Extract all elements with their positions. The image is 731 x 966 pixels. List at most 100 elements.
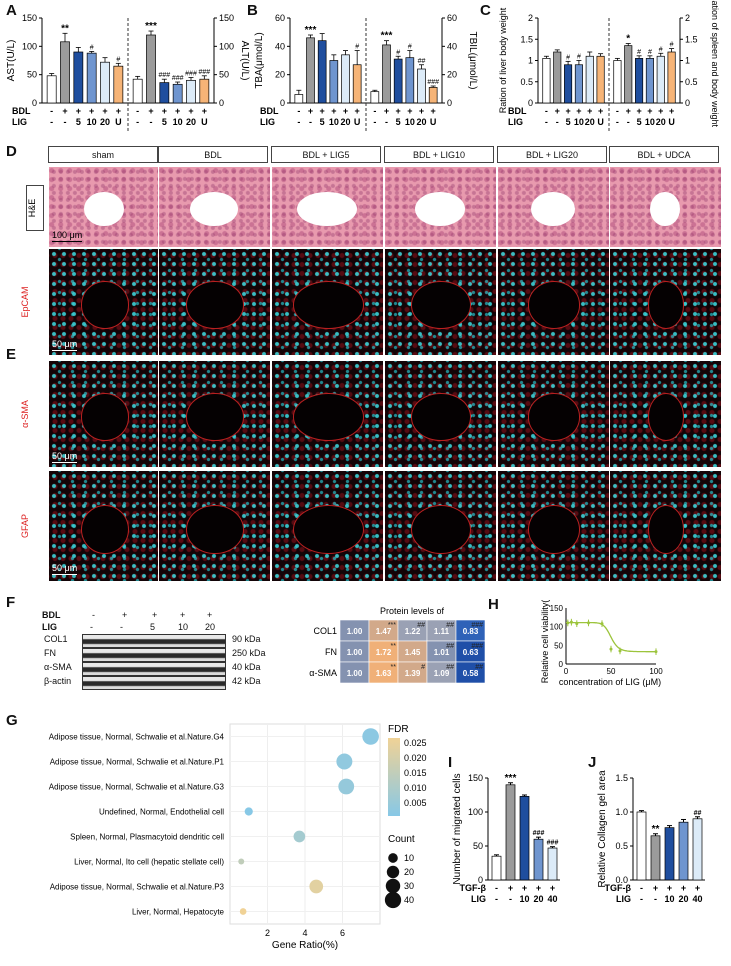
micrograph-image xyxy=(271,470,384,582)
lig-sign: 20 xyxy=(100,117,110,127)
micrograph-row-label: α-SMA xyxy=(20,400,30,428)
scale-bar: 50 μm xyxy=(52,563,78,575)
bar xyxy=(113,65,124,104)
lig-sign: 20 xyxy=(186,117,196,127)
bar xyxy=(635,58,644,104)
panel-label-g: G xyxy=(6,712,18,729)
bar xyxy=(505,784,516,881)
bar xyxy=(199,78,210,104)
category-label: Liver, Normal, Hepatocyte xyxy=(132,908,225,917)
bar xyxy=(146,34,156,104)
bar xyxy=(86,52,97,104)
lig-sign: U xyxy=(668,117,675,127)
wb-bdl-sign: + xyxy=(207,610,213,620)
wb-band-row xyxy=(82,648,226,662)
lig-sign: - xyxy=(385,117,388,127)
bar xyxy=(172,83,183,104)
count-legend-title: Count xyxy=(388,834,415,845)
bdl-sign: + xyxy=(407,106,412,116)
y-tick-label: 20 xyxy=(275,70,285,80)
count-tick-label: 40 xyxy=(404,895,414,905)
micrograph-image xyxy=(271,166,384,248)
significance-mark: *** xyxy=(145,21,157,32)
wb-lig-sign: 5 xyxy=(150,622,156,632)
bdl-row-label: BDL xyxy=(260,106,279,116)
x-tick-label: 0 xyxy=(564,667,569,676)
bdl-sign: + xyxy=(162,106,167,116)
micrograph-image xyxy=(497,470,610,582)
data-point xyxy=(609,647,613,651)
significance-mark: # xyxy=(355,44,359,51)
y-tick-label: 0 xyxy=(280,98,285,108)
heatmap-mark: ## xyxy=(446,664,454,671)
scale-bar: 50 μm xyxy=(52,339,78,351)
bdl-sign: - xyxy=(50,106,53,116)
lig-row-label: LIG xyxy=(260,117,275,127)
panel-label-i: I xyxy=(448,754,453,771)
bdl-sign: + xyxy=(102,106,107,116)
vessel-lumen xyxy=(292,281,364,329)
lig-sign: - xyxy=(136,117,139,127)
lig-sign: 5 xyxy=(566,117,571,127)
bar xyxy=(417,68,426,104)
bdl-sign: - xyxy=(545,106,548,116)
heatmap-mark: ## xyxy=(475,664,483,671)
bar xyxy=(547,847,558,881)
wb-bdl-sign: + xyxy=(122,610,128,620)
bar xyxy=(329,60,339,104)
bdl-sign: + xyxy=(148,106,153,116)
micrograph-image xyxy=(384,248,497,356)
micrograph-image xyxy=(271,248,384,356)
micrograph-image xyxy=(384,166,497,248)
bar xyxy=(574,64,583,104)
heatmap-value: 1.11 xyxy=(434,627,450,636)
y2-axis-label: TBIL(μmol/L) xyxy=(467,32,478,90)
significance-mark: ** xyxy=(652,824,660,835)
bdl-sign: + xyxy=(331,106,336,116)
count-legend-dot xyxy=(385,878,401,894)
y2-tick-label: 50 xyxy=(219,70,229,80)
micrograph-image xyxy=(271,360,384,468)
y2-tick-label: 60 xyxy=(447,13,457,23)
bar xyxy=(624,45,633,104)
data-point xyxy=(587,621,590,625)
y-tick-label: 0 xyxy=(478,875,483,885)
enrichment-dot xyxy=(238,858,245,865)
bar xyxy=(613,60,622,104)
bar xyxy=(645,58,654,104)
vessel-lumen xyxy=(411,504,471,554)
y-axis-label: Relative Collagen gel area xyxy=(597,770,608,888)
tgf-sign: + xyxy=(550,883,555,893)
bar xyxy=(656,55,665,104)
y-tick-label: 100 xyxy=(468,807,483,817)
panel-label-b: B xyxy=(247,2,258,19)
x-tick-label: 6 xyxy=(340,928,345,938)
bar xyxy=(100,61,110,104)
y-tick-label: 1 xyxy=(528,56,533,66)
micrograph-row-label: EpCAM xyxy=(20,286,30,318)
tgf-sign: + xyxy=(522,883,527,893)
heatmap-value: 1.22 xyxy=(405,627,421,636)
heatmap-cell xyxy=(455,661,486,684)
y2-axis-label: ALT(U/L) xyxy=(239,41,250,81)
y-tick-label: 150 xyxy=(468,773,483,783)
vessel-lumen xyxy=(81,504,129,554)
wb-lig-sign: - xyxy=(120,622,123,632)
lig-sign: 5 xyxy=(162,117,167,127)
lig-sign: - xyxy=(150,117,153,127)
fdr-tick-label: 0.015 xyxy=(404,768,427,778)
tgf-sign: + xyxy=(508,883,513,893)
scale-bar: 50 μm xyxy=(52,451,78,463)
bdl-sign: + xyxy=(62,106,67,116)
bar xyxy=(519,796,530,881)
vessel-lumen xyxy=(531,191,575,227)
micrograph-image xyxy=(497,360,610,468)
vessel-lumen xyxy=(81,281,129,329)
lig-sign: 10 xyxy=(574,117,584,127)
bdl-sign: + xyxy=(308,106,313,116)
fdr-tick-label: 0.020 xyxy=(404,753,427,763)
micrograph-image xyxy=(48,470,161,582)
y2-tick-label: 100 xyxy=(219,41,234,51)
bdl-sign: + xyxy=(419,106,424,116)
